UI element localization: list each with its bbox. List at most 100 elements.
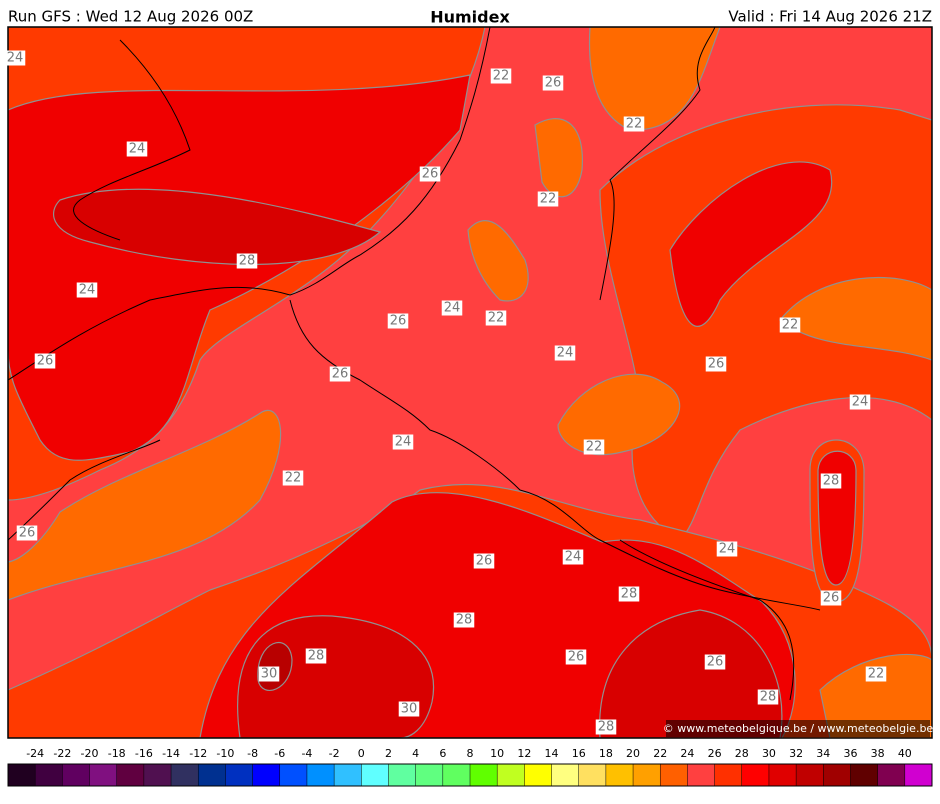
contour-label-box — [485, 310, 507, 326]
legend-tick-label: -18 — [108, 747, 126, 760]
contour-label-box — [16, 525, 38, 541]
legend-tick-label: 26 — [708, 747, 722, 760]
legend-swatch — [850, 764, 879, 786]
legend-swatch — [171, 764, 199, 786]
legend-tick-label: 20 — [626, 747, 640, 760]
contour-label-box — [34, 353, 56, 369]
contour-label-box — [618, 586, 640, 602]
legend-swatch — [768, 764, 797, 786]
contour-label-box — [849, 394, 871, 410]
legend-tick-label: -2 — [329, 747, 340, 760]
contour-label: 24 — [565, 550, 582, 565]
legend-tick-label: 4 — [412, 747, 419, 760]
legend-tick-label: 18 — [599, 747, 613, 760]
legend-swatch — [687, 764, 716, 786]
contour-label: 22 — [285, 471, 302, 486]
contour-label-box — [282, 470, 304, 486]
contour-label-box — [490, 68, 512, 84]
legend-swatch — [660, 764, 688, 786]
legend-tick-label: 22 — [653, 747, 667, 760]
legend-swatch — [470, 764, 498, 786]
legend-swatch — [415, 764, 444, 786]
contour-label-box — [704, 654, 726, 670]
legend-tick-label: 30 — [762, 747, 776, 760]
contour-label: 30 — [401, 702, 418, 717]
legend-tick-label: 16 — [572, 747, 586, 760]
contour-label: 28 — [760, 690, 777, 705]
contour-label: 28 — [598, 720, 615, 735]
contour-label-box — [562, 549, 584, 565]
legend-swatch — [89, 764, 118, 786]
legend-tick-label: 8 — [467, 747, 474, 760]
legend-tick-label: 0 — [358, 747, 365, 760]
contour-label: 26 — [545, 76, 562, 91]
legend-tick-label: -10 — [216, 747, 234, 760]
contour-label: 22 — [586, 440, 603, 455]
contour-label: 28 — [456, 613, 473, 628]
contour-label: 26 — [422, 167, 439, 182]
contour-label-box — [329, 366, 351, 382]
legend-swatch — [633, 764, 661, 786]
legend-swatch — [225, 764, 254, 786]
legend-tick-label: -22 — [53, 747, 71, 760]
legend-swatch — [334, 764, 362, 786]
legend-swatch — [306, 764, 335, 786]
contour-label-box — [4, 50, 26, 66]
contour-label-box — [623, 116, 645, 132]
run-label: Run GFS : Wed 12 Aug 2026 00Z — [8, 8, 253, 26]
contour-label-box — [76, 282, 98, 298]
legend-swatch — [497, 764, 525, 786]
contour-label-box — [392, 434, 414, 450]
legend-swatch — [8, 764, 36, 786]
legend-frame — [7, 763, 933, 787]
legend-tick-label: 10 — [490, 747, 504, 760]
contour-label: 24 — [557, 346, 574, 361]
contour-label-box — [387, 313, 409, 329]
contour-label-box — [305, 648, 327, 664]
contour-label: 24 — [129, 142, 146, 157]
legend-swatch — [823, 764, 851, 786]
legend-tick-label: 6 — [439, 747, 446, 760]
legend-tick-label: -24 — [26, 747, 44, 760]
legend-swatch — [143, 764, 172, 786]
contour-label: 26 — [19, 526, 36, 541]
valid-label: Valid : Fri 14 Aug 2026 21Z — [728, 8, 932, 26]
contour-label-box — [565, 649, 587, 665]
legend-tick-label: -6 — [274, 747, 285, 760]
legend-tick-label: 32 — [789, 747, 803, 760]
contour-label: 28 — [239, 254, 256, 269]
contour-label: 22 — [868, 667, 885, 682]
legend-swatch — [35, 764, 63, 786]
legend-tick-label: -16 — [135, 747, 153, 760]
legend-swatch — [524, 764, 553, 786]
legend-tick-label: 36 — [843, 747, 857, 760]
legend-tick-label: -20 — [81, 747, 99, 760]
legend-swatch — [62, 764, 91, 786]
legend-swatch — [578, 764, 607, 786]
contour-label-box — [716, 541, 738, 557]
contour-label: 24 — [719, 542, 736, 557]
legend-tick-label: 28 — [735, 747, 749, 760]
contour-label-box — [419, 166, 441, 182]
contour-label-box — [542, 75, 564, 91]
legend-tick-label: -14 — [162, 747, 180, 760]
contour-label-box — [126, 141, 148, 157]
legend-swatch — [714, 764, 743, 786]
contour-label-box — [453, 612, 475, 628]
contour-label-box — [757, 689, 779, 705]
contour-label: 22 — [493, 69, 510, 84]
contour-label-box — [865, 666, 887, 682]
contour-label: 24 — [79, 283, 96, 298]
contour-label: 30 — [261, 667, 278, 682]
legend-swatch — [442, 764, 471, 786]
legend-swatch — [741, 764, 770, 786]
legend-tick-label: 24 — [680, 747, 694, 760]
copyright: © www.meteobelgique.be / www.meteobelgie… — [663, 722, 934, 735]
contour-label-box — [779, 317, 801, 333]
map: 24 22 26 22 24 26 22 28 24 24 26 22 22 2… — [4, 26, 934, 739]
legend-tick-label: -8 — [247, 747, 258, 760]
contour-label: 26 — [37, 354, 54, 369]
legend-tick-label: -12 — [189, 747, 207, 760]
contour-label: 24 — [7, 51, 24, 66]
